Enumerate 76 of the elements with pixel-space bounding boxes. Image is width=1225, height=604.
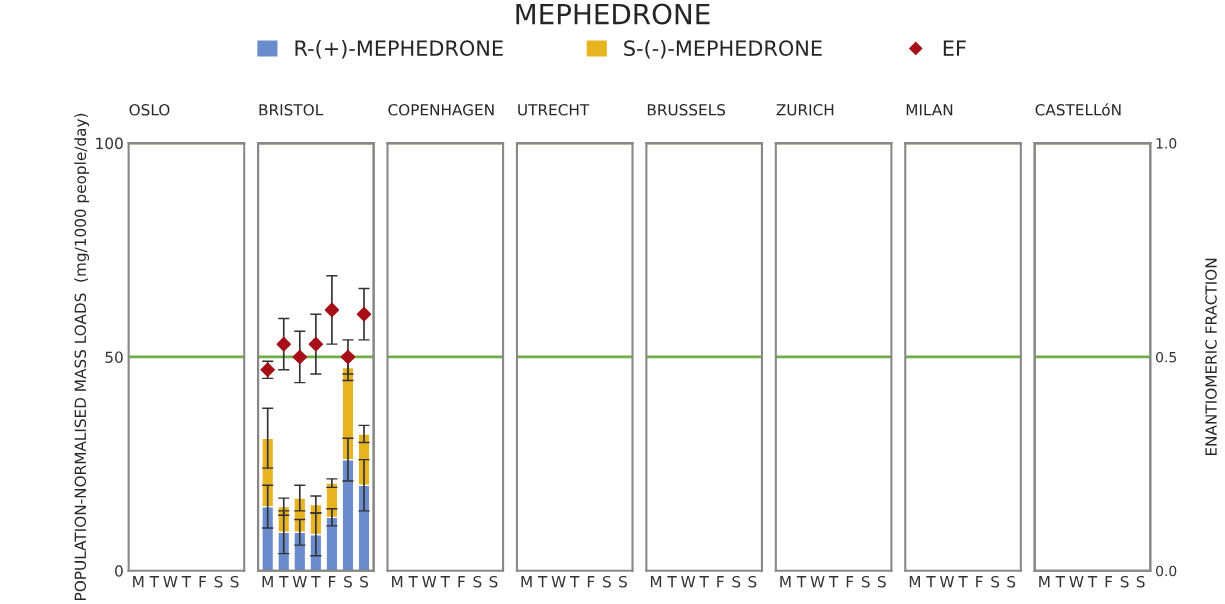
x-tick-label: M xyxy=(133,576,144,588)
x-tick-label: W xyxy=(810,576,825,588)
x-tick-label: T xyxy=(699,576,709,588)
x-tick-label: F xyxy=(846,576,854,588)
x-tick-label: F xyxy=(199,576,206,588)
x-tick-label: M xyxy=(909,576,920,588)
y-tick-label: 50 xyxy=(105,351,123,363)
x-tick-label: S xyxy=(748,575,757,588)
x-tick-label: F xyxy=(717,576,724,588)
x-tick-label: S xyxy=(1120,575,1129,588)
x-tick-label: M xyxy=(392,576,403,588)
x-tick-label: S xyxy=(877,575,886,588)
x-tick-label: T xyxy=(1055,576,1066,588)
chart-subtitle: COPENHAGEN xyxy=(388,104,494,116)
y-tick-label: 0 xyxy=(115,565,123,577)
x-tick-label: M xyxy=(650,576,662,588)
x-tick-label: M xyxy=(262,576,273,588)
x-tick-label: F xyxy=(976,576,983,588)
x-tick-label: F xyxy=(458,576,465,588)
chart-subtitle: UTRECHT xyxy=(518,104,590,116)
x-tick-label: W xyxy=(551,576,566,588)
x-tick-label: S xyxy=(344,575,352,588)
x-tick-label: W xyxy=(681,576,696,588)
chart-subtitle: CASTELLóN xyxy=(1035,103,1121,116)
chart-subtitle: OSLO xyxy=(129,104,170,116)
x-tick-label: W xyxy=(939,576,955,588)
x-tick-label: T xyxy=(537,576,548,588)
x-tick-label: T xyxy=(149,576,160,588)
x-tick-label: S xyxy=(360,575,368,588)
x-tick-label: S xyxy=(230,575,239,588)
x-tick-label: T xyxy=(181,576,192,588)
x-tick-label: W xyxy=(1069,576,1084,588)
x-tick-label: S xyxy=(602,575,611,588)
chart-subtitle: BRUSSELS xyxy=(647,104,726,116)
x-tick-label: S xyxy=(473,575,482,588)
x-tick-label: S xyxy=(991,575,1000,588)
x-tick-label: F xyxy=(1105,576,1113,588)
x-tick-label: T xyxy=(311,576,321,588)
chart-title: MEPHEDRONE xyxy=(516,3,710,25)
x-tick-label: T xyxy=(408,576,418,588)
x-tick-label: W xyxy=(163,576,178,588)
chart-subtitle: BRISTOL xyxy=(259,104,324,116)
x-tick-label: F xyxy=(587,576,595,588)
x-tick-label: M xyxy=(521,576,532,588)
y2-tick-label: 0.0 xyxy=(1156,565,1177,577)
legend-label: EF xyxy=(943,40,966,56)
x-tick-label: S xyxy=(619,575,627,588)
x-tick-label: T xyxy=(1087,576,1098,588)
y2-axis-title: ENANTIOMERIC FRACTION xyxy=(1205,258,1217,456)
x-tick-label: S xyxy=(732,575,741,588)
x-tick-label: S xyxy=(1136,575,1145,588)
x-tick-label: T xyxy=(440,576,450,588)
chart-subtitle: ZURICH xyxy=(776,104,834,116)
x-tick-label: T xyxy=(926,576,936,588)
y2-tick-label: 0.5 xyxy=(1156,351,1177,363)
x-tick-label: T xyxy=(570,576,580,588)
y-axis-title: POPULATION-NORMALISED MASS LOADS (mg/1000 people/day) xyxy=(74,113,90,600)
x-tick-label: T xyxy=(958,576,968,588)
chart-subtitle: MILAN xyxy=(906,104,953,116)
x-tick-label: W xyxy=(422,576,437,588)
x-tick-label: S xyxy=(489,575,498,588)
x-tick-label: F xyxy=(329,576,336,588)
x-tick-label: W xyxy=(292,576,307,588)
x-tick-label: S xyxy=(214,575,223,588)
x-tick-label: T xyxy=(828,576,839,588)
x-tick-label: S xyxy=(1007,575,1016,588)
y2-tick-label: 1.0 xyxy=(1156,138,1177,149)
x-tick-label: S xyxy=(861,575,870,588)
legend-label: S-(-)-MEPHEDRONE xyxy=(624,39,822,59)
x-tick-label: M xyxy=(780,576,791,588)
x-tick-label: T xyxy=(279,576,289,588)
legend-label: R-(+)-MEPHEDRONE xyxy=(295,39,503,59)
x-tick-label: T xyxy=(667,576,677,588)
x-tick-label: M xyxy=(1039,576,1050,588)
x-tick-label: T xyxy=(796,576,807,588)
y-tick-label: 100 xyxy=(96,137,123,150)
